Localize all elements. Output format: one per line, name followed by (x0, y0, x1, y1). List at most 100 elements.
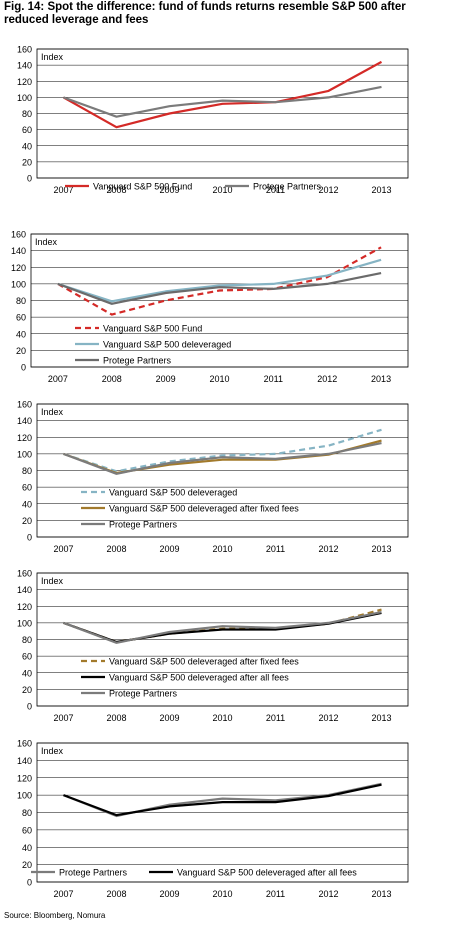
x-tick-label: 2012 (317, 374, 337, 384)
legend-label: Vanguard S&P 500 Fund (103, 324, 202, 334)
y-tick-label: 160 (17, 400, 32, 410)
y-tick-label: 140 (17, 416, 32, 426)
legend-label: Vanguard S&P 500 deleveraged after all f… (109, 673, 289, 683)
y-tick-label: 80 (22, 635, 32, 645)
y-axis-label: Index (41, 407, 64, 417)
legend-label: Vanguard S&P 500 deleveraged (109, 488, 237, 498)
y-tick-label: 80 (22, 808, 32, 818)
y-tick-label: 160 (17, 739, 32, 749)
y-tick-label: 40 (22, 141, 32, 151)
x-tick-label: 2007 (53, 185, 73, 195)
y-tick-label: 20 (22, 860, 32, 870)
source-note: Source: Bloomberg, Nomura (4, 911, 106, 920)
y-tick-label: 160 (11, 230, 26, 240)
chart-1-svg: 0 20 40 60 80 100 120 140 160 2007 2008 2009 2010 201… (17, 45, 409, 195)
x-tick-label: 2011 (266, 713, 285, 723)
chart-5-svg: 0 20 40 60 80 100 120 140 160 2007 2008 2009 2010 201… (17, 739, 409, 899)
chart-2-svg: 0 20 40 60 80 100 120 140 160 2007 2008 2009 2010 201… (11, 230, 409, 384)
y-tick-label: 140 (17, 756, 32, 766)
y-tick-label: 40 (22, 668, 32, 678)
x-tick-label: 2012 (318, 185, 338, 195)
x-tick-label: 2009 (159, 544, 179, 554)
y-tick-label: 20 (16, 346, 26, 356)
legend-label: Protege Partners (59, 868, 128, 878)
x-tick-label: 2013 (371, 544, 391, 554)
x-tick-label: 2013 (371, 185, 391, 195)
y-tick-label: 100 (17, 93, 32, 103)
y-tick-label: 40 (22, 843, 32, 853)
x-tick-label: 2012 (318, 713, 338, 723)
y-tick-label: 60 (22, 825, 32, 835)
y-tick-label: 0 (27, 174, 32, 184)
legend-label: Vanguard S&P 500 Fund (93, 182, 192, 192)
x-tick-label: 2011 (266, 889, 285, 899)
y-tick-label: 100 (17, 449, 32, 459)
series-line-1 (57, 246, 382, 316)
y-tick-label: 160 (17, 45, 32, 55)
y-tick-label: 60 (22, 483, 32, 493)
x-tick-label: 2010 (212, 544, 232, 554)
x-tick-label: 2009 (156, 374, 176, 384)
x-tick-label: 2013 (371, 374, 391, 384)
y-tick-label: 0 (27, 878, 32, 888)
legend-label: Protege Partners (103, 356, 172, 366)
y-tick-label: 0 (21, 363, 26, 373)
x-tick-label: 2007 (53, 889, 73, 899)
y-tick-label: 40 (16, 329, 26, 339)
y-tick-label: 120 (17, 773, 32, 783)
y-tick-label: 60 (16, 313, 26, 323)
y-tick-label: 0 (27, 702, 32, 712)
y-tick-label: 80 (22, 466, 32, 476)
x-tick-label: 2009 (159, 185, 179, 195)
chart-panel-3: 0 20 40 60 80 100 120 140 160 2007 2008 2009 2010 201… (0, 392, 449, 560)
x-tick-label: 2010 (209, 374, 229, 384)
y-axis-label: Index (41, 576, 64, 586)
y-tick-label: 40 (22, 499, 32, 509)
y-tick-label: 80 (22, 109, 32, 119)
chart-panel-2: 0 20 40 60 80 100 120 140 160 2007 2008 2009 2010 201… (0, 222, 449, 390)
chart-3-svg: 0 20 40 60 80 100 120 140 160 2007 2008 2009 2010 201… (17, 400, 409, 554)
y-tick-label: 140 (17, 585, 32, 595)
y-tick-label: 120 (17, 602, 32, 612)
x-tick-label: 2007 (53, 544, 73, 554)
y-axis-label: Index (35, 237, 58, 247)
figure-title: Fig. 14: Spot the difference: fund of fu… (4, 1, 406, 26)
y-tick-label: 20 (22, 157, 32, 167)
y-tick-label: 80 (16, 296, 26, 306)
y-tick-label: 100 (17, 791, 32, 801)
x-tick-label: 2008 (106, 713, 126, 723)
x-tick-label: 2010 (212, 713, 232, 723)
y-tick-label: 140 (11, 246, 26, 256)
legend-label: Protege Partners (253, 182, 322, 192)
y-tick-label: 120 (17, 433, 32, 443)
x-tick-label: 2007 (53, 713, 73, 723)
x-tick-label: 2008 (106, 544, 126, 554)
x-tick-label: 2012 (318, 889, 338, 899)
y-axis-label: Index (41, 746, 64, 756)
legend-label: Protege Partners (109, 689, 178, 699)
y-tick-label: 120 (11, 263, 26, 273)
y-tick-label: 140 (17, 61, 32, 71)
x-tick-label: 2013 (371, 713, 391, 723)
x-tick-label: 2008 (106, 185, 126, 195)
y-tick-label: 100 (11, 279, 26, 289)
series-line-1 (63, 428, 382, 473)
legend-label: Protege Partners (109, 520, 178, 530)
y-tick-label: 60 (22, 125, 32, 135)
x-tick-label: 2011 (264, 374, 283, 384)
x-tick-label: 2010 (212, 889, 232, 899)
chart-panel-1: 0 20 40 60 80 100 120 140 160 2007 2008 2009 2010 201… (0, 37, 449, 217)
y-tick-label: 100 (17, 618, 32, 628)
x-tick-label: 2011 (266, 185, 285, 195)
legend-label: Vanguard S&P 500 deleveraged after all f… (177, 868, 357, 878)
chart-4-svg: 0 20 40 60 80 100 120 140 160 2007 2008 2009 2010 201… (17, 569, 409, 723)
legend-label: Vanguard S&P 500 deleveraged (103, 340, 231, 350)
y-axis-label: Index (41, 52, 64, 62)
chart-panel-4: 0 20 40 60 80 100 120 140 160 2007 2008 2009 2010 201… (0, 561, 449, 729)
y-tick-label: 20 (22, 516, 32, 526)
chart-panel-5: 0 20 40 60 80 100 120 140 160 2007 2008 2009 2010 201… (0, 731, 449, 907)
y-tick-label: 0 (27, 533, 32, 543)
legend-label: Vanguard S&P 500 deleveraged after fixed… (109, 657, 299, 667)
x-tick-label: 2012 (318, 544, 338, 554)
y-tick-label: 20 (22, 685, 32, 695)
